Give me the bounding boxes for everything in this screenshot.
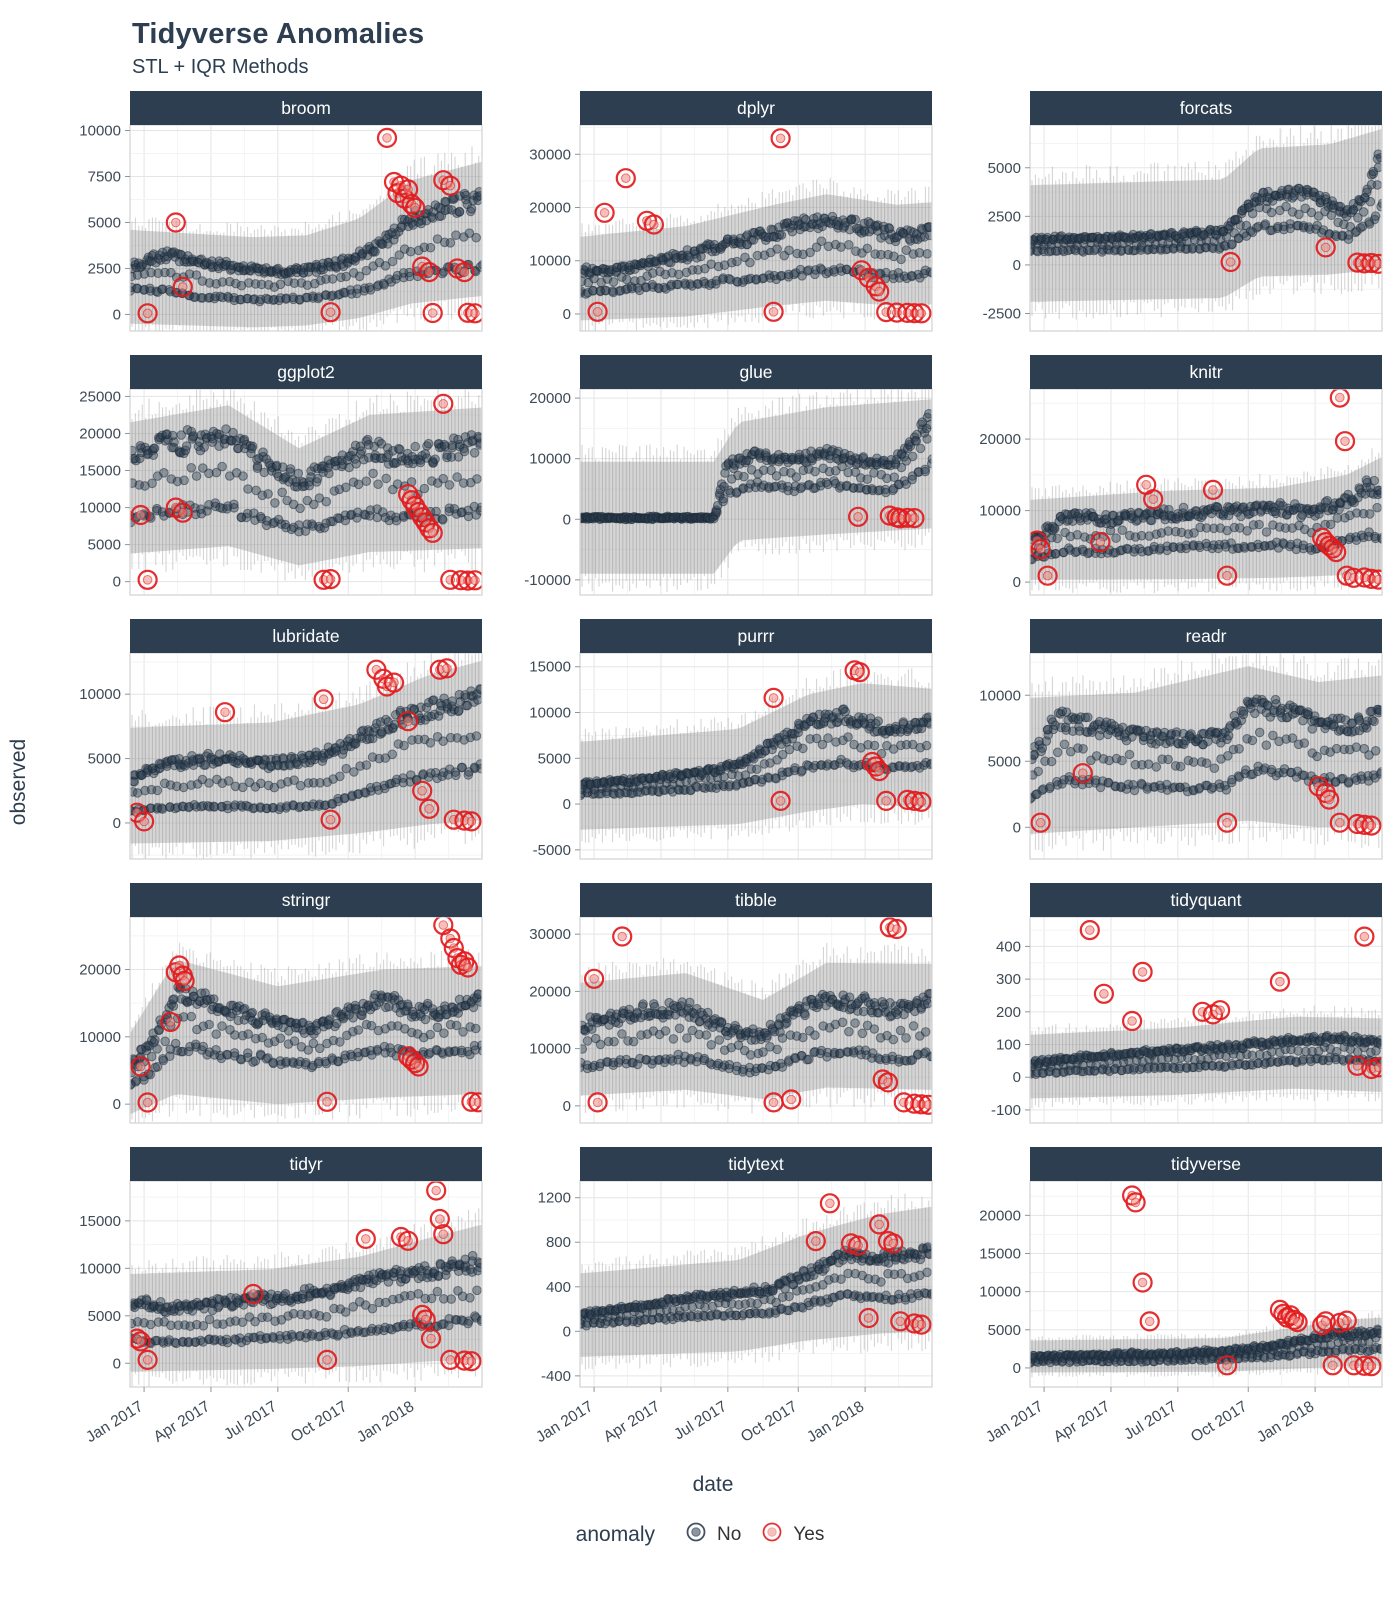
facet-readr: readr 0 5000 10000 — [938, 619, 1388, 861]
facet-strip-label: dplyr — [737, 98, 775, 118]
svg-text:0: 0 — [113, 306, 121, 323]
svg-text:0: 0 — [563, 306, 571, 323]
legend-item-yes[interactable]: Yes — [755, 1517, 824, 1553]
x-axis-title: date — [692, 1473, 734, 1496]
plot-title: Tidyverse Anomalies — [132, 18, 425, 50]
legend-title: anomaly — [575, 1523, 656, 1546]
facet-strip-label: ggplot2 — [277, 362, 334, 382]
facet-svg-readr: readr 0 5000 10000 — [979, 619, 1383, 860]
facet-stringr: stringr 0 10000 20000 — [38, 883, 488, 1125]
facet-tibble: tibble 0 10000 20000 30000 — [488, 883, 938, 1125]
svg-text:0: 0 — [113, 574, 121, 591]
facet-strip-label: knitr — [1189, 362, 1222, 382]
facet-strip-label: forcats — [1180, 98, 1233, 118]
svg-text:10000: 10000 — [529, 253, 571, 270]
facet-grid: broom 0 2500 5000 7500 10000 dplyr 0 10000 20000 3… — [38, 91, 1388, 1473]
facet-lubridate: lubridate 0 5000 10000 — [38, 619, 488, 861]
svg-text:-2500: -2500 — [983, 306, 1021, 323]
facet-svg-ggplot2: ggplot2 0 5000 10000 15000 20000 25000 — [79, 355, 483, 596]
facet-broom: broom 0 2500 5000 7500 10000 — [38, 91, 488, 333]
svg-text:2500: 2500 — [88, 260, 121, 277]
facet-svg-lubridate: lubridate 0 5000 10000 — [79, 619, 483, 860]
svg-text:5000: 5000 — [88, 751, 121, 768]
svg-text:10000: 10000 — [979, 503, 1021, 520]
svg-text:10000: 10000 — [79, 123, 121, 140]
plot-subtitle: STL + IQR Methods — [132, 56, 309, 78]
facet-ggplot2: ggplot2 0 5000 10000 15000 20000 25000 — [38, 355, 488, 597]
legend-item-no[interactable]: No — [679, 1517, 741, 1553]
facet-strip-label: broom — [281, 98, 331, 118]
svg-text:15000: 15000 — [79, 463, 121, 480]
svg-text:0: 0 — [1013, 819, 1021, 836]
facet-svg-knitr: knitr 0 10000 20000 — [979, 355, 1383, 596]
facet-purrr: purrr -5000 0 5000 10000 15000 — [488, 619, 938, 861]
svg-text:5000: 5000 — [88, 214, 121, 231]
svg-text:20000: 20000 — [529, 200, 571, 217]
facet-knitr: knitr 0 10000 20000 — [938, 355, 1388, 597]
svg-text:10000: 10000 — [79, 500, 121, 517]
svg-text:20000: 20000 — [979, 431, 1021, 448]
facet-strip-label: tidyquant — [1170, 890, 1241, 910]
svg-text:5000: 5000 — [988, 753, 1021, 770]
svg-text:30000: 30000 — [529, 146, 571, 163]
svg-text:0: 0 — [1013, 574, 1021, 591]
facet-strip-label: tidyr — [289, 1154, 322, 1174]
svg-text:20000: 20000 — [79, 425, 121, 442]
svg-text:10000: 10000 — [529, 451, 571, 468]
svg-text:0: 0 — [1013, 257, 1021, 274]
facet-strip-label: tidytext — [728, 1154, 784, 1174]
facet-svg-dplyr: dplyr 0 10000 20000 30000 — [529, 91, 933, 332]
svg-text:10000: 10000 — [979, 687, 1021, 704]
facet-tidyr: tidyr 0 5000 10000 15000 Jan 2017 Apr 2017 Jul … — [38, 1147, 488, 1473]
facet-strip-label: purrr — [738, 626, 775, 646]
facet-strip-label: stringr — [282, 890, 331, 910]
plot-header: Tidyverse Anomalies STL + IQR Methods — [0, 0, 1400, 83]
facet-tidytext: tidytext -400 0 400 800 1200 Jan 2017 Apr 2017 J… — [488, 1147, 938, 1473]
legend-label-yes: Yes — [793, 1524, 825, 1545]
facet-dplyr: dplyr 0 10000 20000 30000 — [488, 91, 938, 333]
svg-text:-5000: -5000 — [533, 842, 571, 859]
facet-svg-broom: broom 0 2500 5000 7500 10000 — [79, 91, 483, 332]
facet-strip-label: readr — [1186, 626, 1227, 646]
legend-key-no-icon — [679, 1517, 713, 1553]
facet-forcats: forcats -2500 0 2500 5000 — [938, 91, 1388, 333]
svg-text:2500: 2500 — [988, 208, 1021, 225]
legend-label-no: No — [717, 1524, 742, 1545]
svg-text:5000: 5000 — [988, 160, 1021, 177]
y-axis-title: observed — [7, 738, 31, 826]
svg-text:7500: 7500 — [88, 169, 121, 186]
facet-strip-label: glue — [739, 362, 772, 382]
svg-text:5000: 5000 — [538, 750, 571, 767]
facet-strip-label: lubridate — [272, 626, 339, 646]
svg-text:5000: 5000 — [88, 537, 121, 554]
svg-text:-10000: -10000 — [524, 572, 571, 589]
legend-key-yes-icon — [755, 1517, 789, 1553]
facet-svg-purrr: purrr -5000 0 5000 10000 15000 — [529, 619, 933, 860]
svg-text:10000: 10000 — [529, 705, 571, 722]
facet-tidyverse: tidyverse 0 5000 10000 15000 20000 Jan 2017 Apr… — [938, 1147, 1388, 1473]
svg-text:0: 0 — [563, 796, 571, 813]
legend: anomaly No Yes — [0, 1517, 1400, 1553]
facet-strip-label: tidyverse — [1171, 1154, 1241, 1174]
svg-text:0: 0 — [563, 511, 571, 528]
facet-glue: glue -10000 0 10000 20000 — [488, 355, 938, 597]
plot-body: observed broom 0 2500 5000 7500 10000 dplyr 0 10… — [0, 91, 1400, 1473]
svg-text:0: 0 — [113, 815, 121, 832]
facet-svg-forcats: forcats -2500 0 2500 5000 — [983, 91, 1383, 332]
facet-tidyquant: tidyquant -100 0 100 200 300 400 — [938, 883, 1388, 1125]
facet-svg-glue: glue -10000 0 10000 20000 — [524, 355, 933, 596]
svg-text:20000: 20000 — [529, 390, 571, 407]
svg-text:25000: 25000 — [79, 388, 121, 405]
svg-text:15000: 15000 — [529, 659, 571, 676]
facet-strip-label: tibble — [735, 890, 777, 910]
svg-text:10000: 10000 — [79, 686, 121, 703]
